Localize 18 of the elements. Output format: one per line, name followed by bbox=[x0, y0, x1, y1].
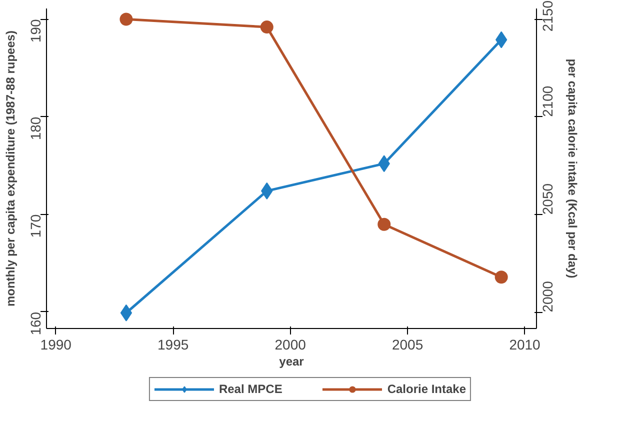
y2-tick-label: 2000 bbox=[540, 280, 556, 312]
y2-tick-label: 2050 bbox=[540, 183, 556, 215]
y2-tick-label: 2100 bbox=[540, 86, 556, 117]
y-tick-label: 170 bbox=[28, 214, 44, 238]
x-tick-label: 2010 bbox=[509, 336, 541, 352]
y-axis-title: monthly per capita expenditure (1987-88 rupees) bbox=[4, 30, 18, 307]
y-tick-label: 190 bbox=[28, 19, 44, 43]
x-tick-label: 1990 bbox=[40, 336, 72, 352]
legend-label: Calorie Intake bbox=[387, 382, 466, 396]
y2-tick-label: 2150 bbox=[540, 0, 556, 32]
x-tick-label: 1995 bbox=[158, 336, 189, 352]
y2-axis-title: per capita calorie intake (Kcal per day) bbox=[566, 58, 580, 278]
x-tick-label: 2005 bbox=[392, 336, 424, 352]
y-tick-label: 160 bbox=[28, 312, 44, 336]
legend-label: Real MPCE bbox=[218, 382, 282, 396]
x-tick-label: 2000 bbox=[274, 336, 306, 352]
x-axis-title: year bbox=[279, 354, 304, 368]
y-tick-label: 180 bbox=[28, 116, 44, 140]
